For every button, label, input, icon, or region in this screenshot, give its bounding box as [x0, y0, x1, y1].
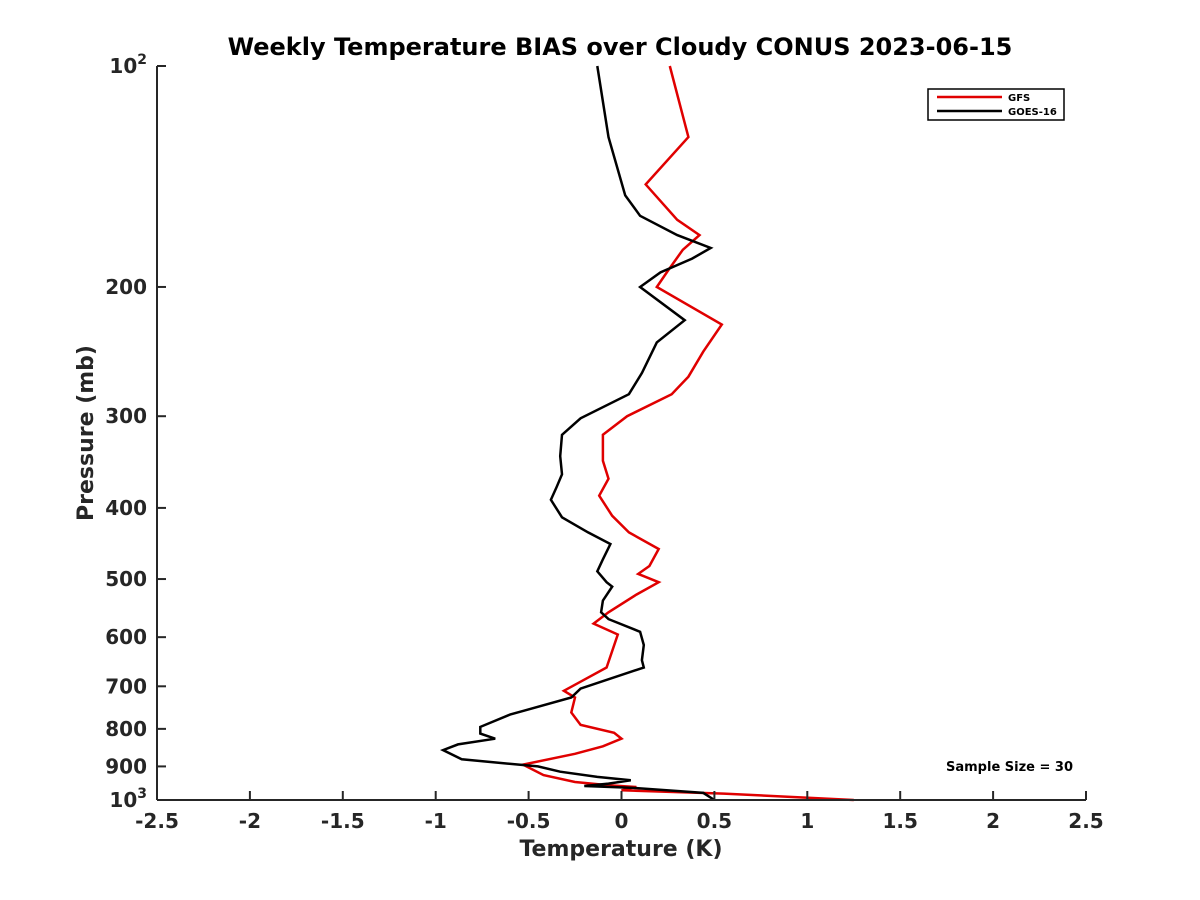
- y-tick-label: 400: [105, 496, 147, 520]
- x-tick-label: 2: [986, 809, 1000, 833]
- x-tick-label: -0.5: [507, 809, 551, 833]
- y-tick-label: 700: [105, 674, 147, 698]
- x-tick-label: 2.5: [1068, 809, 1103, 833]
- sample-size-annotation: Sample Size = 30: [946, 760, 1073, 775]
- x-tick-label: -2.5: [135, 809, 179, 833]
- y-tick-label: 200: [105, 275, 147, 299]
- y-tick-label: 600: [105, 625, 147, 649]
- legend-label-goes16: GOES-16: [1008, 107, 1057, 118]
- y-axis-ticks: 102 200 300 400 500 600 700 800 900 103: [105, 52, 166, 812]
- plot-series: [439, 65, 854, 802]
- y-tick-label: 102: [109, 52, 147, 78]
- legend: GFS GOES-16: [927, 88, 1065, 121]
- chart-title: Weekly Temperature BIAS over Cloudy CONU…: [228, 33, 1013, 61]
- legend-box: [927, 88, 1065, 121]
- x-tick-label: 1: [800, 809, 814, 833]
- legend-label-gfs: GFS: [1008, 93, 1030, 104]
- y-tick-label: 300: [105, 404, 147, 428]
- x-tick-label: -2: [239, 809, 261, 833]
- x-tick-label: 0.5: [697, 809, 732, 833]
- y-tick-label: 500: [105, 567, 147, 591]
- x-tick-label: 0: [615, 809, 629, 833]
- x-axis-label: Temperature (K): [519, 837, 722, 862]
- y-tick-label: 900: [105, 754, 147, 778]
- y-tick-label: 800: [105, 717, 147, 741]
- x-tick-label: -1.5: [321, 809, 365, 833]
- x-tick-label: -1: [425, 809, 447, 833]
- y-tick-label: 103: [109, 786, 147, 812]
- x-axis-ticks: -2.5 -2 -1.5 -1 -0.5 0 0.5 1 1.5 2 2.5: [135, 791, 1104, 833]
- series-line-goes-16: [439, 65, 716, 802]
- series-line-gfs: [519, 65, 854, 802]
- y-axis-label: Pressure (mb): [74, 345, 99, 521]
- x-tick-label: 1.5: [882, 809, 917, 833]
